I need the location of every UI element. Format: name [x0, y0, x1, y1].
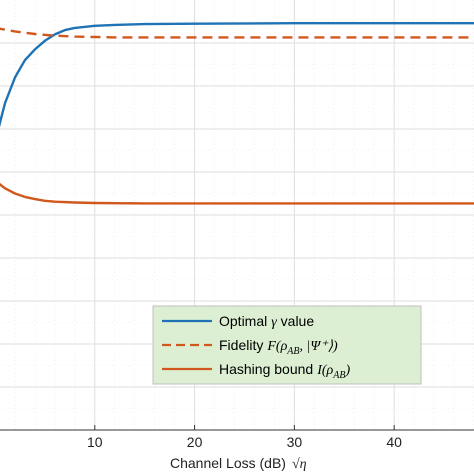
legend: Optimal γ value Fidelity F(ρAB, |Ψ⁺⟩) Hash…	[152, 305, 422, 385]
x-tick-label-30: 30	[287, 434, 303, 450]
legend-label-hashing-bound: Hashing bound I(ρAB)	[219, 361, 350, 381]
series-line-0	[0, 22, 474, 128]
axes	[0, 425, 474, 431]
x-tick-label-40: 40	[386, 434, 402, 450]
series-lines	[0, 22, 474, 205]
series-line-2	[0, 182, 474, 205]
x-tick-labels: 10 20 30 40	[87, 434, 402, 450]
x-tick-label-10: 10	[87, 434, 103, 450]
x-tick-label-20: 20	[187, 434, 203, 450]
legend-label-optimal-gamma: Optimal γ value	[219, 313, 314, 330]
series-line-1	[0, 27, 474, 39]
x-axis-title: Channel Loss (dB) √η	[170, 455, 307, 472]
legend-label-fidelity: Fidelity F(ρAB, |Ψ⁺⟩)	[219, 337, 338, 357]
